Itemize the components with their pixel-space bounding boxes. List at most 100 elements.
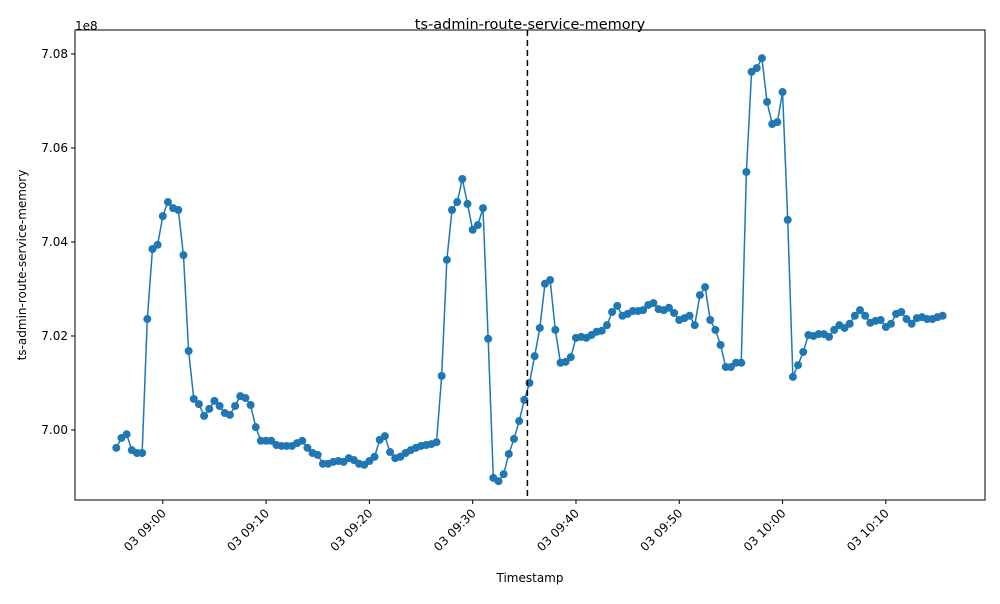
data-point [850, 311, 859, 320]
data-point [246, 401, 255, 410]
x-tick-label: 03 10:00 [741, 506, 789, 554]
data-point [856, 306, 865, 315]
data-point [649, 299, 658, 308]
data-point [158, 212, 167, 221]
y-tick-label: 7.08 [41, 47, 68, 61]
data-point [386, 448, 395, 457]
data-point [210, 396, 219, 405]
y-tick-label: 7.04 [41, 235, 68, 249]
data-point [112, 443, 121, 452]
data-point [783, 215, 792, 224]
data-point [706, 315, 715, 324]
data-point [251, 423, 260, 432]
data-point [597, 326, 606, 335]
data-point [742, 167, 751, 176]
data-point [153, 240, 162, 249]
data-point [174, 206, 183, 215]
x-tick-label: 03 10:10 [844, 506, 892, 554]
x-tick-label: 03 09:20 [328, 506, 376, 554]
data-point [737, 358, 746, 367]
x-tick-label: 03 09:10 [224, 506, 272, 554]
data-point [551, 325, 560, 334]
data-point [184, 347, 193, 356]
data-point [194, 400, 203, 409]
data-point [530, 352, 539, 361]
data-point [907, 319, 916, 328]
data-point [122, 430, 131, 439]
data-point [499, 470, 508, 479]
data-point [509, 434, 518, 443]
y-axis-label: ts-admin-route-service-memory [15, 170, 29, 361]
data-point [458, 174, 467, 183]
data-point [437, 371, 446, 380]
x-tick-label: 03 09:30 [431, 506, 479, 554]
data-point [561, 357, 570, 366]
x-axis-label: Timestamp [496, 571, 564, 585]
data-point [639, 306, 648, 315]
data-point [773, 118, 782, 127]
data-point [690, 321, 699, 330]
plot-frame [74, 29, 986, 501]
data-point [189, 394, 198, 403]
x-tick-label: 03 09:50 [638, 506, 686, 554]
data-point [380, 432, 389, 441]
data-point [845, 319, 854, 328]
data-point [670, 308, 679, 317]
data-point [179, 251, 188, 260]
data-point [205, 404, 214, 413]
data-point [448, 206, 457, 215]
y-tick-label: 7.06 [41, 141, 68, 155]
data-point [484, 334, 493, 343]
data-point [701, 283, 710, 292]
data-point [685, 311, 694, 320]
data-point [788, 372, 797, 381]
data-point [138, 449, 147, 457]
y-tick-label: 7.00 [41, 423, 68, 437]
data-point [830, 325, 839, 334]
data-point [752, 64, 761, 73]
data-point [876, 315, 885, 324]
data-point [494, 477, 503, 486]
data-line [115, 55, 943, 483]
data-point [566, 353, 575, 362]
data-point [504, 449, 513, 458]
data-point [711, 325, 720, 334]
data-point [473, 221, 482, 230]
data-point [515, 417, 524, 426]
data-point [608, 308, 617, 316]
data-point [298, 436, 307, 445]
data-point [370, 452, 379, 461]
chart-title: ts-admin-route-service-memory [415, 17, 646, 33]
data-point [215, 402, 224, 410]
x-tick-label: 03 09:40 [534, 506, 582, 554]
y-offset-label: 1e8 [75, 19, 98, 33]
data-point [716, 340, 725, 349]
data-point [695, 291, 704, 300]
data-point [897, 308, 906, 316]
data-point [887, 319, 896, 328]
data-point [602, 321, 611, 330]
data-point [241, 394, 250, 403]
data-point [163, 198, 172, 207]
data-point [432, 438, 441, 447]
data-point [535, 323, 544, 332]
data-point [546, 276, 555, 285]
data-point [463, 199, 472, 208]
data-point [763, 97, 772, 106]
data-point [313, 450, 322, 459]
data-point [225, 410, 234, 419]
data-point [442, 255, 451, 264]
data-point [520, 395, 529, 404]
data-point [468, 225, 477, 234]
data-point [861, 311, 870, 320]
data-point [200, 411, 209, 420]
data-point [479, 204, 488, 213]
data-point [303, 443, 312, 452]
data-point [902, 315, 911, 324]
data-point [794, 361, 803, 370]
y-tick-label: 7.02 [41, 329, 68, 343]
data-point [825, 332, 834, 341]
data-point [453, 198, 462, 207]
